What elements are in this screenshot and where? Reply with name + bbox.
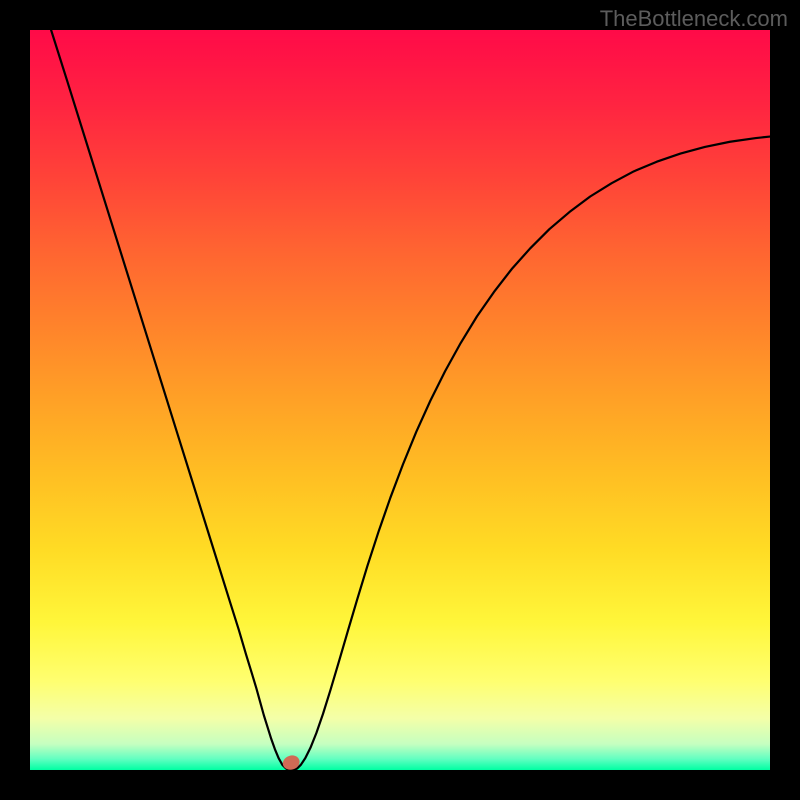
plot-background (30, 30, 770, 770)
watermark-text: TheBottleneck.com (600, 6, 788, 32)
bottleneck-chart (0, 0, 800, 800)
chart-stage: TheBottleneck.com (0, 0, 800, 800)
